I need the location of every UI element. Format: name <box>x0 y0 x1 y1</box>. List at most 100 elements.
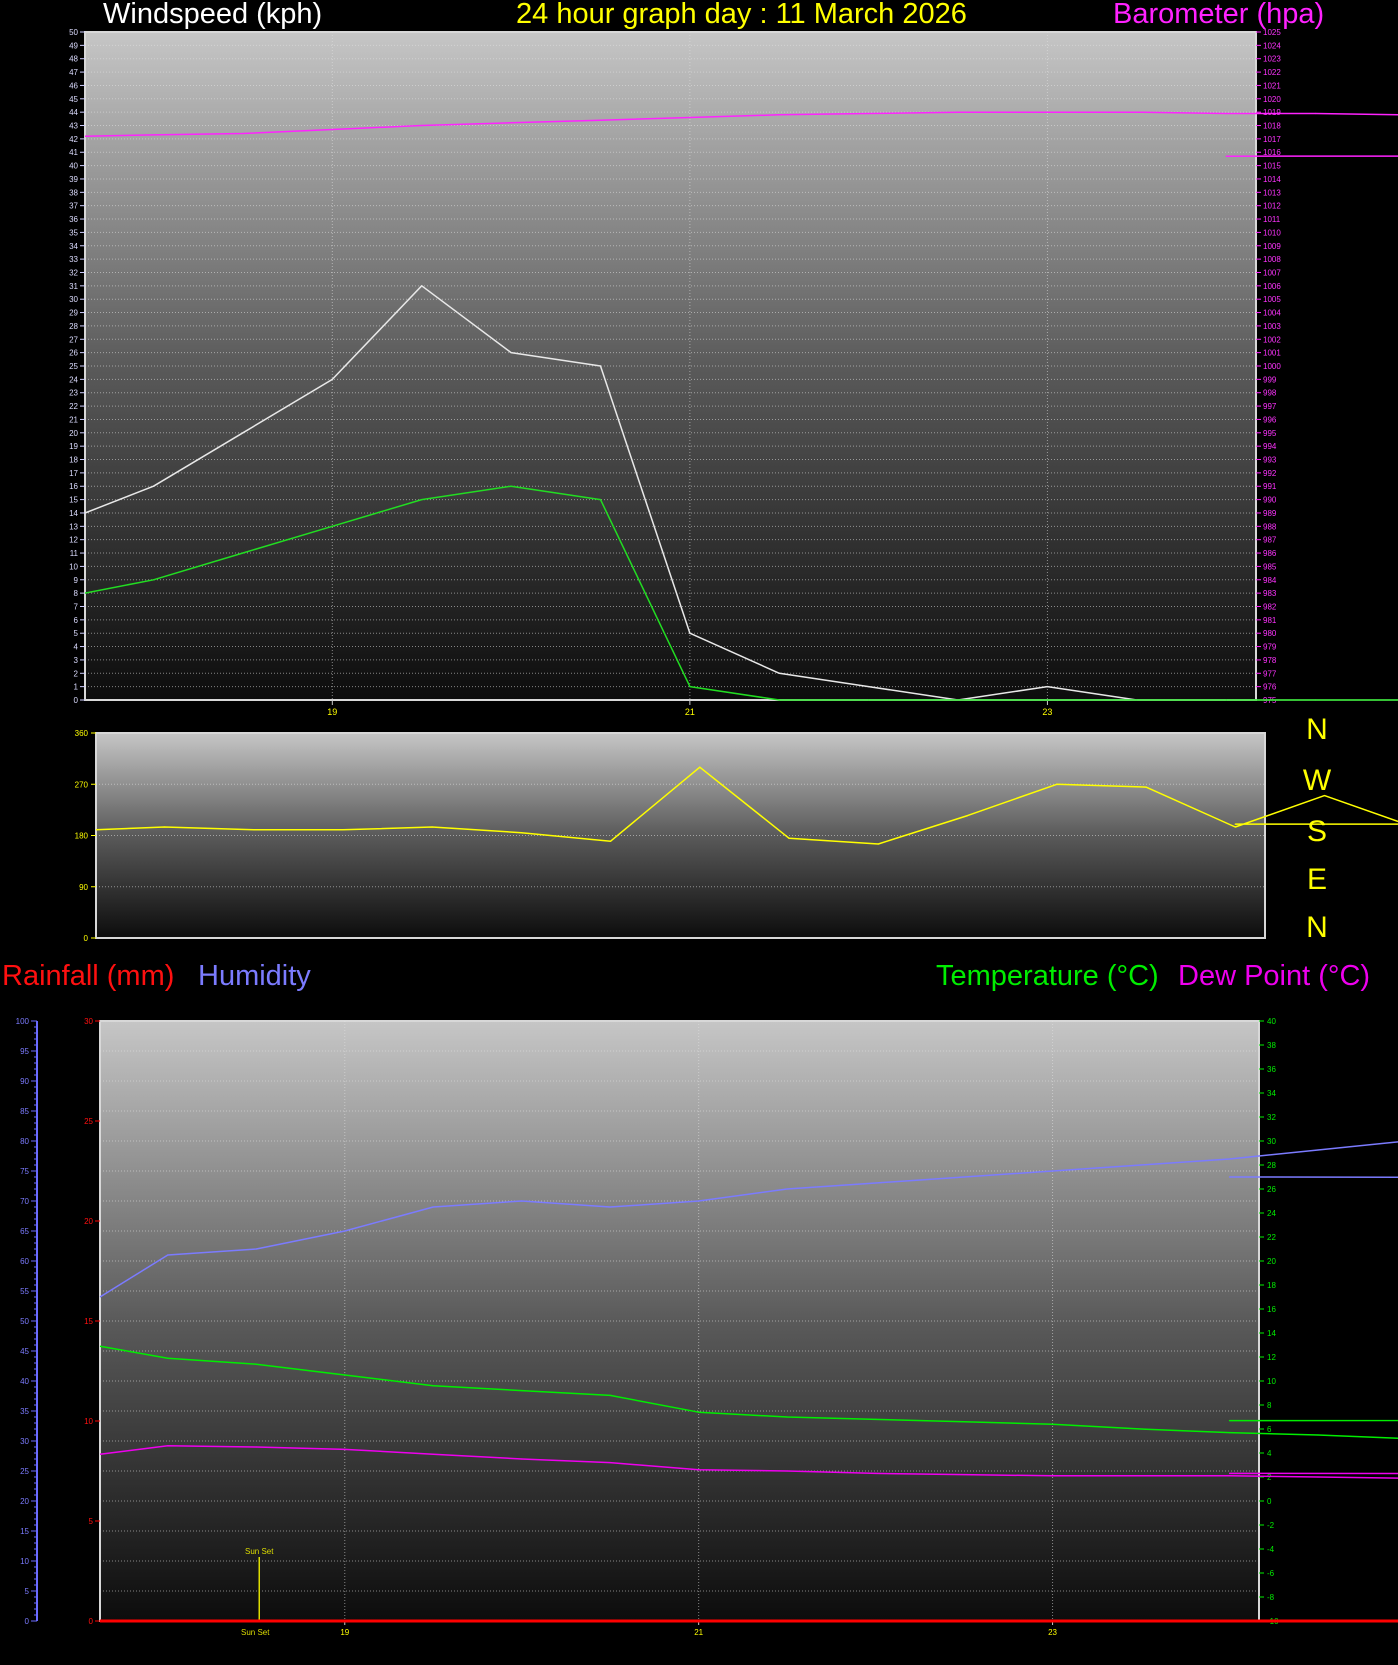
dew-point-line-point <box>786 1470 788 1472</box>
temperature-line-point <box>786 1416 788 1418</box>
humidity-line-point <box>1317 1149 1319 1151</box>
humidity-line-point <box>1228 1176 1231 1178</box>
wind-direction-line-point <box>788 837 790 839</box>
humidity-tick-label: 65 <box>20 1227 29 1236</box>
barometer-y-tick-label: 994 <box>1263 442 1277 451</box>
rain-tick-label: 15 <box>84 1317 93 1326</box>
barometer-y-tick-label: 1007 <box>1263 268 1281 277</box>
date-title: 24 hour graph day : 11 March 2026 <box>516 0 967 30</box>
wind-average-line-point <box>242 552 244 554</box>
rain-tick-label: 10 <box>84 1417 93 1426</box>
rainfall-line-point <box>786 1620 788 1622</box>
temperature-line-point <box>698 1411 700 1413</box>
wind-average-line-point <box>421 499 423 501</box>
barometer-y-tick-label: 977 <box>1263 669 1277 678</box>
barometer-y-tick-label: 985 <box>1263 562 1277 571</box>
temperature-tick-label: 28 <box>1267 1161 1276 1170</box>
dew-point-legend: Dew Point (°C) <box>1178 960 1371 992</box>
rainfall-line-point <box>875 1620 877 1622</box>
wind-average-line-point <box>1314 699 1317 701</box>
barometer-y-tick-label: 1006 <box>1263 282 1281 291</box>
humidity-tick-label: 45 <box>20 1347 29 1356</box>
sun-event-bottom-label: Sun Set <box>241 1628 270 1637</box>
humidity-line-point <box>432 1206 434 1208</box>
humidity-line-point <box>1140 1164 1142 1166</box>
barometer-y-tick-label: 996 <box>1263 415 1277 424</box>
dew-point-line-point <box>609 1462 611 1464</box>
barometer-y-tick-label: 1017 <box>1263 135 1281 144</box>
wind-direction-line-point <box>966 814 969 817</box>
wind-y-tick-label: 6 <box>74 616 79 625</box>
temperature-tick-label: 20 <box>1267 1257 1276 1266</box>
barometer-y-tick-label: 983 <box>1263 589 1277 598</box>
wind-y-tick-label: 37 <box>69 202 78 211</box>
compass-label-east: E <box>1306 863 1327 896</box>
dew-point-line-point <box>1228 1472 1231 1474</box>
rainfall-line-point <box>167 1620 169 1622</box>
wind-average-line-point <box>1225 699 1227 701</box>
humidity-line-point <box>521 1200 523 1202</box>
wind-gust-line-point <box>242 432 244 434</box>
barometer-y-tick-label: 979 <box>1263 643 1277 652</box>
direction-y-tick-label: 90 <box>79 883 88 892</box>
wind-direction-line-point <box>342 829 344 831</box>
dew-point-line-point <box>344 1448 346 1450</box>
humidity-tick-label: 30 <box>20 1437 29 1446</box>
barometer-y-tick-label: 1010 <box>1263 228 1281 237</box>
rainfall-line-point <box>344 1620 346 1622</box>
wind-y-tick-label: 50 <box>69 28 78 37</box>
wind-direction-line-point <box>699 766 701 768</box>
humidity-line-point <box>609 1206 611 1208</box>
compass-label-south: S <box>1306 815 1327 848</box>
dew-point-line-point <box>1228 1475 1231 1477</box>
temperature-tick-label: 8 <box>1267 1401 1272 1410</box>
humidity-line <box>99 1141 1398 1298</box>
barometer-y-tick-label: 1005 <box>1263 295 1281 304</box>
wind-direction-line-point <box>1234 823 1236 825</box>
temperature-tick-label: 40 <box>1267 1017 1276 1026</box>
wind-average-line-point <box>778 699 780 701</box>
humidity-tick-label: 0 <box>25 1617 30 1626</box>
humidity-tick-label: 70 <box>20 1197 29 1206</box>
temperature-tick-label: -8 <box>1267 1593 1275 1602</box>
direction-plot-area <box>95 732 1266 939</box>
barometer-line-point <box>957 111 959 113</box>
wind-x-tick-label: 23 <box>1042 707 1052 717</box>
rainfall-line-point <box>1051 1620 1054 1622</box>
barometer-line-point <box>868 112 870 115</box>
barometer-y-tick-label: 1002 <box>1263 335 1281 344</box>
wind-y-tick-label: 28 <box>69 322 78 331</box>
barometer-line <box>84 111 1398 157</box>
humidity-line-point <box>786 1188 788 1190</box>
wind-average-line-point <box>152 579 155 581</box>
humidity-tick-label: 35 <box>20 1407 29 1416</box>
wind-y-tick-label: 10 <box>69 562 78 571</box>
wind-gust-line-point <box>421 285 423 287</box>
wind-y-tick-label: 36 <box>69 215 78 224</box>
humidity-tick-label: 5 <box>25 1587 30 1596</box>
temperature-line-point <box>1051 1423 1054 1425</box>
humidity-tick-label: 90 <box>20 1077 29 1086</box>
barometer-y-tick-label: 993 <box>1263 456 1277 465</box>
rainfall-line-point <box>698 1620 700 1622</box>
temperature-tick-label: 18 <box>1267 1281 1276 1290</box>
dew-point-line-point <box>167 1445 169 1447</box>
rain-tick-label: 0 <box>89 1617 94 1626</box>
temperature-tick-label: 12 <box>1267 1353 1276 1362</box>
wind-y-tick-label: 24 <box>69 375 78 384</box>
wind-gust-line-point <box>599 365 602 367</box>
wind-y-tick-label: 1 <box>74 683 79 692</box>
barometer-y-tick-label: 1008 <box>1263 255 1281 264</box>
sun-event-top-label: Sun Set <box>245 1547 274 1556</box>
temperature-line-point <box>875 1418 877 1420</box>
rainfall-line-point <box>1228 1620 1231 1622</box>
wind-y-tick-label: 39 <box>69 175 78 184</box>
humidity-tick-label: 40 <box>20 1377 29 1386</box>
wind-y-tick-label: 13 <box>69 522 78 531</box>
wind-y-tick-label: 34 <box>69 242 78 251</box>
temperature-tick-label: 38 <box>1267 1041 1276 1050</box>
humidity-tick-label: 85 <box>20 1107 29 1116</box>
humidity-tick-label: 25 <box>20 1467 29 1476</box>
dew-point-line-point <box>1051 1475 1054 1477</box>
